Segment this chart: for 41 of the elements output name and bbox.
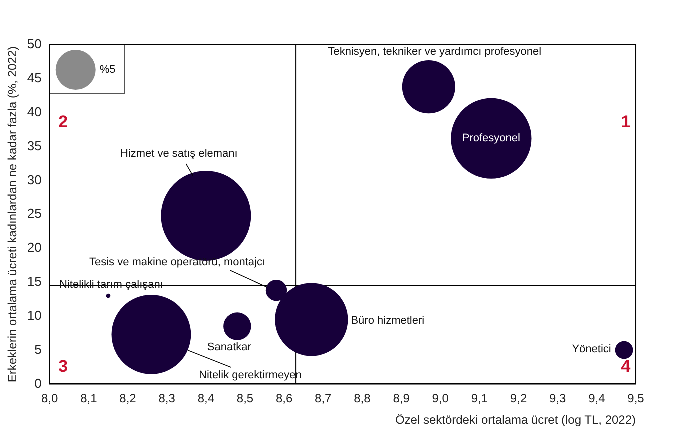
x-tick-label: 8,7 [315,392,332,406]
y-tick-label: 50 [27,36,42,52]
x-tick-label: 8,0 [42,392,59,406]
x-tick-label: 8,4 [198,392,215,406]
y-axis-title: Erkeklerin ortalama ücreti kadınlardan ne kadar fazla (%, 2022) [6,46,20,383]
series-label: Sanatkar [207,342,252,354]
x-tick-label: 9,5 [628,392,645,406]
series-label: Büro hizmetleri [351,314,425,327]
y-tick-label: 20 [27,240,42,256]
x-tick-label: 8,9 [393,392,410,406]
x-tick-label: 9,0 [432,392,450,406]
y-tick-label: 10 [27,308,42,323]
series-label: Hizmet ve satış elemanı [120,148,238,160]
y-tick-label: 35 [27,138,42,154]
series-label: Teknisyen, tekniker ve yardımcı profesyonel [328,46,542,58]
y-tick-label: 30 [27,172,42,188]
y-tick-label: 0 [34,376,42,391]
y-tick-label: 45 [27,70,42,86]
x-tick-label: 9,2 [510,392,528,406]
series-label: Yönetici [572,343,612,356]
x-tick-label: 8,2 [120,392,137,406]
series-label: Tesis ve makine operatörü, montajcı [89,256,266,269]
x-tick-label: 8,3 [158,392,176,406]
x-tick-label: 9,3 [550,392,567,406]
annotation: 3 [58,356,68,376]
y-tick-label: 25 [27,206,42,222]
x-tick-label: 8,6 [276,392,293,406]
series-label: Profesyonel [462,132,520,145]
x-axis-title: Özel sektördeki ortalama ücret (log TL, 2022) [395,413,636,428]
x-tick-label: 8,1 [80,392,98,406]
annotation: 1 [621,112,631,132]
x-tick-label: 8,8 [354,392,372,406]
y-tick-label: 40 [27,104,42,120]
y-tick-label: 15 [27,274,42,290]
annotation: 4 [621,356,632,376]
annotation: 2 [58,112,68,132]
x-tick-label: 9,1 [471,392,488,406]
y-tick-label: 5 [34,342,42,357]
x-tick-label: 8,5 [236,392,254,406]
legend-label: %5 [100,64,116,76]
x-tick-label: 9,4 [588,392,606,406]
